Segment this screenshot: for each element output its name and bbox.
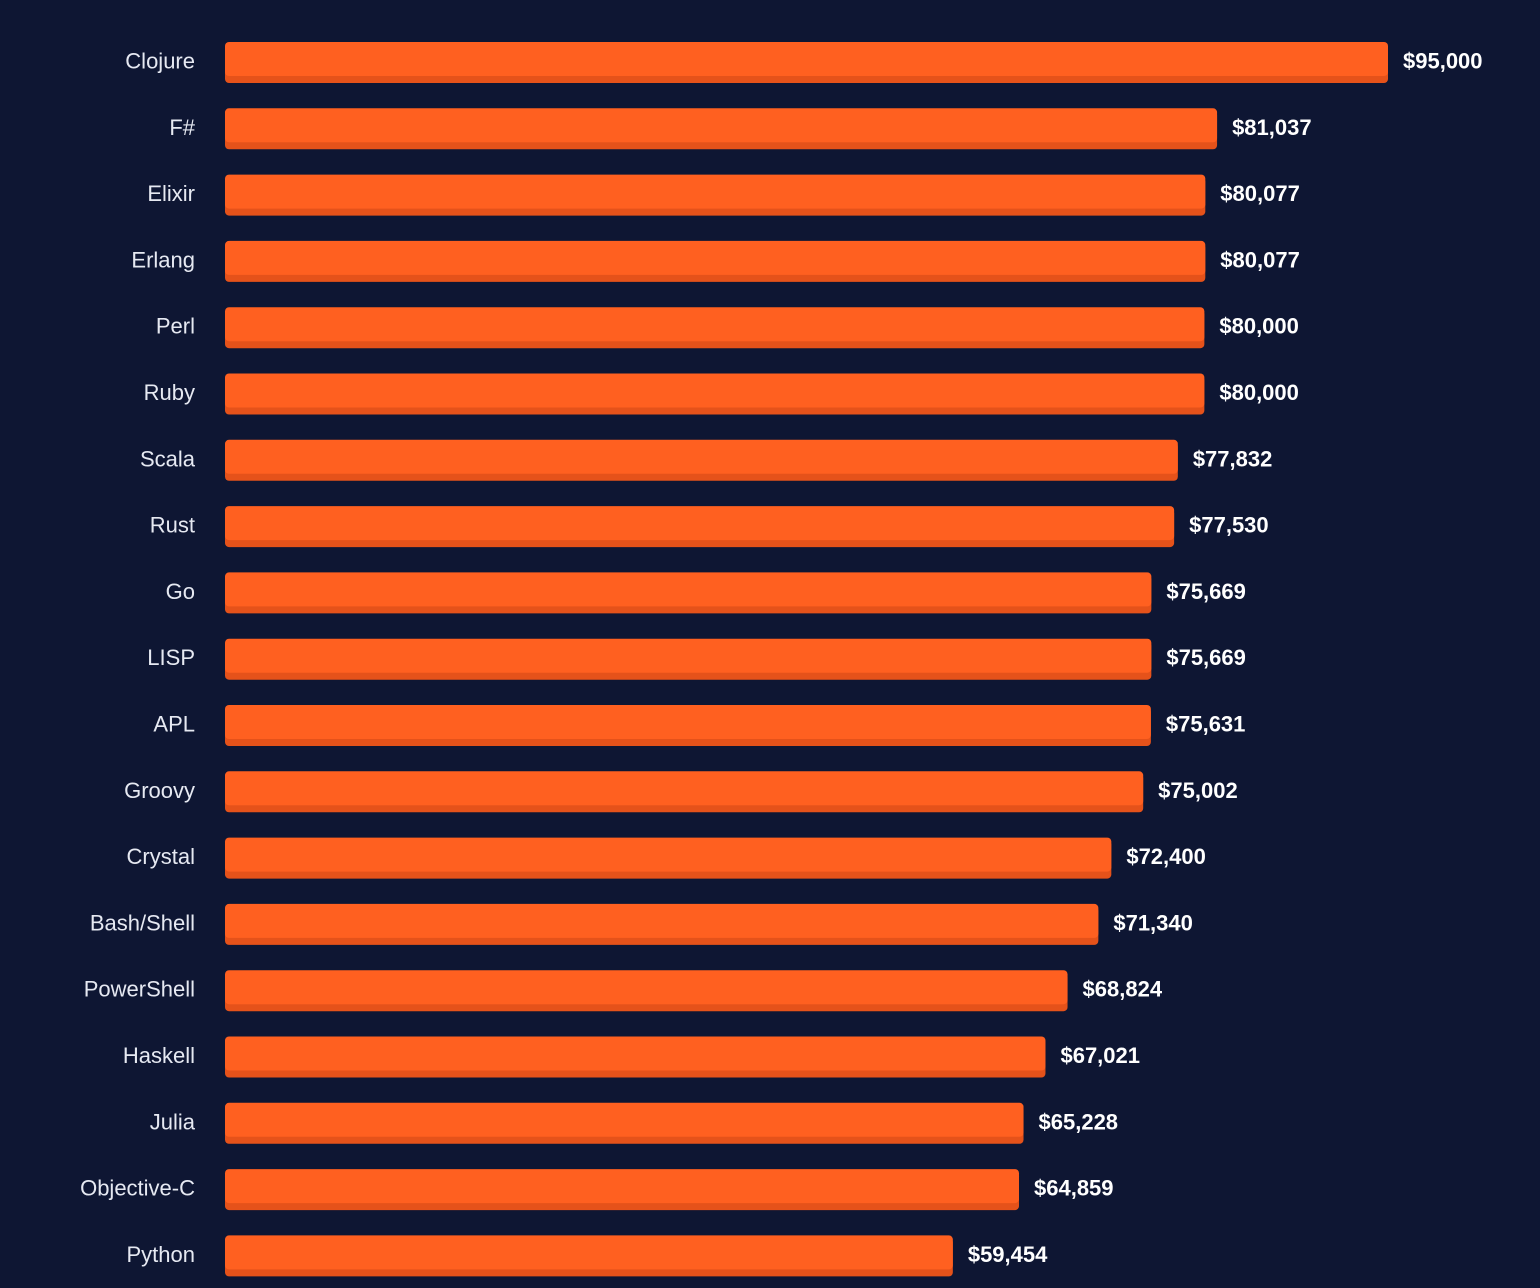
- category-label: Haskell: [123, 1043, 195, 1068]
- bar: [225, 572, 1152, 607]
- bar: [225, 705, 1151, 739]
- category-label: Python: [127, 1242, 196, 1267]
- value-label: $71,340: [1113, 910, 1193, 935]
- category-label: Rust: [150, 513, 195, 538]
- bar-row: Erlang $80,077: [131, 240, 1300, 282]
- category-label: Scala: [140, 446, 196, 471]
- bar: [225, 373, 1205, 408]
- bar-row: Groovy $75,002: [124, 771, 1238, 813]
- bar-row: F# $81,037: [169, 108, 1312, 150]
- category-label: Groovy: [124, 778, 195, 803]
- value-label: $67,021: [1060, 1043, 1140, 1068]
- bar-row: LISP $75,669: [147, 638, 1246, 680]
- category-label: Ruby: [144, 380, 195, 405]
- bar-row: Python $59,454: [127, 1235, 1048, 1277]
- category-label: Bash/Shell: [90, 910, 195, 935]
- category-label: Go: [166, 579, 195, 604]
- value-label: $68,824: [1083, 977, 1163, 1002]
- bar: [225, 307, 1205, 342]
- bar: [225, 108, 1218, 143]
- value-label: $81,037: [1232, 115, 1312, 140]
- category-label: F#: [169, 115, 195, 140]
- category-label: Objective-C: [80, 1176, 195, 1201]
- bar-row: Rust $77,530: [150, 506, 1269, 548]
- bar: [225, 439, 1178, 474]
- value-label: $77,530: [1189, 513, 1269, 538]
- bar-row: Clojure $95,000: [125, 42, 1483, 83]
- category-label: LISP: [147, 645, 195, 670]
- value-label: $72,400: [1126, 844, 1206, 869]
- value-label: $65,228: [1039, 1109, 1119, 1134]
- bar-row: Crystal $72,400: [127, 837, 1206, 879]
- bar: [225, 240, 1206, 275]
- category-label: Clojure: [125, 49, 195, 74]
- value-label: $64,859: [1034, 1176, 1114, 1201]
- value-label: $95,000: [1403, 49, 1483, 74]
- bar-row: Haskell $67,021: [123, 1036, 1140, 1078]
- bar-row: Julia $65,228: [150, 1102, 1119, 1144]
- bar: [225, 1169, 1020, 1204]
- value-label: $75,669: [1166, 645, 1246, 670]
- bar-row: Ruby $80,000: [144, 373, 1299, 415]
- bar-row: Bash/Shell $71,340: [90, 903, 1193, 945]
- value-label: $80,077: [1220, 181, 1300, 206]
- category-label: Erlang: [131, 247, 195, 272]
- value-label: $80,000: [1219, 380, 1299, 405]
- bar: [225, 638, 1152, 673]
- value-label: $80,000: [1219, 314, 1299, 339]
- value-label: $80,077: [1220, 247, 1300, 272]
- bar: [225, 1235, 953, 1270]
- value-label: $77,832: [1193, 446, 1273, 471]
- bar: [225, 1036, 1046, 1071]
- value-label: $75,631: [1166, 712, 1246, 737]
- value-label: $75,669: [1166, 579, 1246, 604]
- bar: [225, 42, 1388, 76]
- value-label: $59,454: [968, 1242, 1048, 1267]
- category-label: APL: [153, 712, 195, 737]
- category-label: Elixir: [147, 181, 195, 206]
- bar-row: Elixir $80,077: [147, 174, 1300, 216]
- bar: [225, 970, 1068, 1005]
- bar-row: APL $75,631: [153, 705, 1245, 746]
- bar: [225, 771, 1144, 806]
- bar-row: Perl $80,000: [156, 307, 1299, 349]
- bar-row: PowerShell $68,824: [84, 970, 1163, 1012]
- bar-row: Go $75,669: [166, 572, 1246, 614]
- bar: [225, 837, 1112, 872]
- value-label: $75,002: [1158, 778, 1238, 803]
- bar: [225, 174, 1206, 209]
- category-label: Crystal: [127, 844, 195, 869]
- bar: [225, 506, 1175, 541]
- bar-row: Scala $77,832: [140, 439, 1273, 481]
- bar-row: Objective-C $64,859: [80, 1169, 1114, 1211]
- category-label: Julia: [150, 1109, 196, 1134]
- category-label: Perl: [156, 314, 195, 339]
- category-label: PowerShell: [84, 977, 195, 1002]
- bar: [225, 1102, 1024, 1137]
- bar: [225, 903, 1099, 938]
